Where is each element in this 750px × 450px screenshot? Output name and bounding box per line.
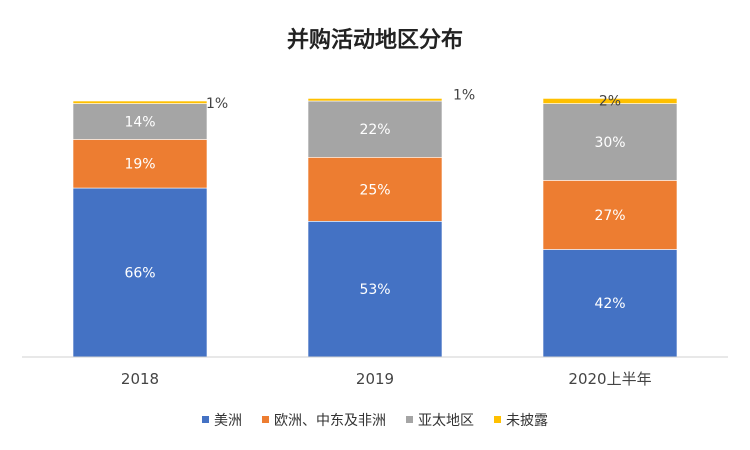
data-label-2-cat-2: 25% xyxy=(359,182,390,198)
data-label-1-cat-1: 66% xyxy=(124,266,155,282)
data-label-3-cat-1: 14% xyxy=(124,114,155,130)
x-tick-labels: 2018 2019 2020上半年 xyxy=(121,370,652,388)
bar-segment-2-cat-2 xyxy=(307,157,443,222)
bar-segment-1-cat-3 xyxy=(542,249,678,358)
legend-label-2: 欧洲、中东及非洲 xyxy=(274,413,386,429)
legend-label-3: 亚太地区 xyxy=(418,413,474,429)
data-label-4-cat-2: 1% xyxy=(453,87,475,103)
data-label-4-cat-3: 2% xyxy=(599,93,621,109)
chart-title: 并购活动地区分布 xyxy=(287,27,463,53)
bars-group: 66% 19% 14% 1% 53% 25% 22% 1% 42% 27% 30% 2% xyxy=(72,87,678,358)
x-tick-label-2: 2019 xyxy=(356,370,394,388)
bar-segment-1-cat-2 xyxy=(307,221,443,358)
data-label-1-cat-2: 53% xyxy=(359,282,390,298)
bar-segment-2-cat-1 xyxy=(72,139,208,189)
data-label-3-cat-3: 30% xyxy=(594,135,625,151)
bar-segment-1-cat-1 xyxy=(72,187,208,358)
legend-swatch-3 xyxy=(406,416,413,423)
legend-swatch-4 xyxy=(494,416,501,423)
x-tick-label-3: 2020上半年 xyxy=(568,370,651,388)
legend-label-1: 美洲 xyxy=(214,413,242,429)
legend-label-4: 未披露 xyxy=(506,413,548,429)
bar-segment-4-cat-1 xyxy=(72,100,208,104)
legend-swatch-2 xyxy=(262,416,269,423)
data-label-4-cat-1: 1% xyxy=(206,96,228,112)
bar-segment-3-cat-3 xyxy=(542,103,678,181)
legend-swatch-1 xyxy=(202,416,209,423)
bar-segment-4-cat-3 xyxy=(542,98,678,104)
bar-segment-4-cat-2 xyxy=(307,98,443,102)
bar-segment-3-cat-2 xyxy=(307,100,443,158)
x-tick-label-1: 2018 xyxy=(121,370,159,388)
data-label-1-cat-3: 42% xyxy=(594,296,625,312)
legend: 美洲 欧洲、中东及非洲 亚太地区 未披露 xyxy=(202,413,548,429)
data-label-2-cat-1: 19% xyxy=(124,157,155,173)
data-label-2-cat-3: 27% xyxy=(594,208,625,224)
bar-segment-2-cat-3 xyxy=(542,180,678,250)
data-label-3-cat-2: 22% xyxy=(359,122,390,138)
